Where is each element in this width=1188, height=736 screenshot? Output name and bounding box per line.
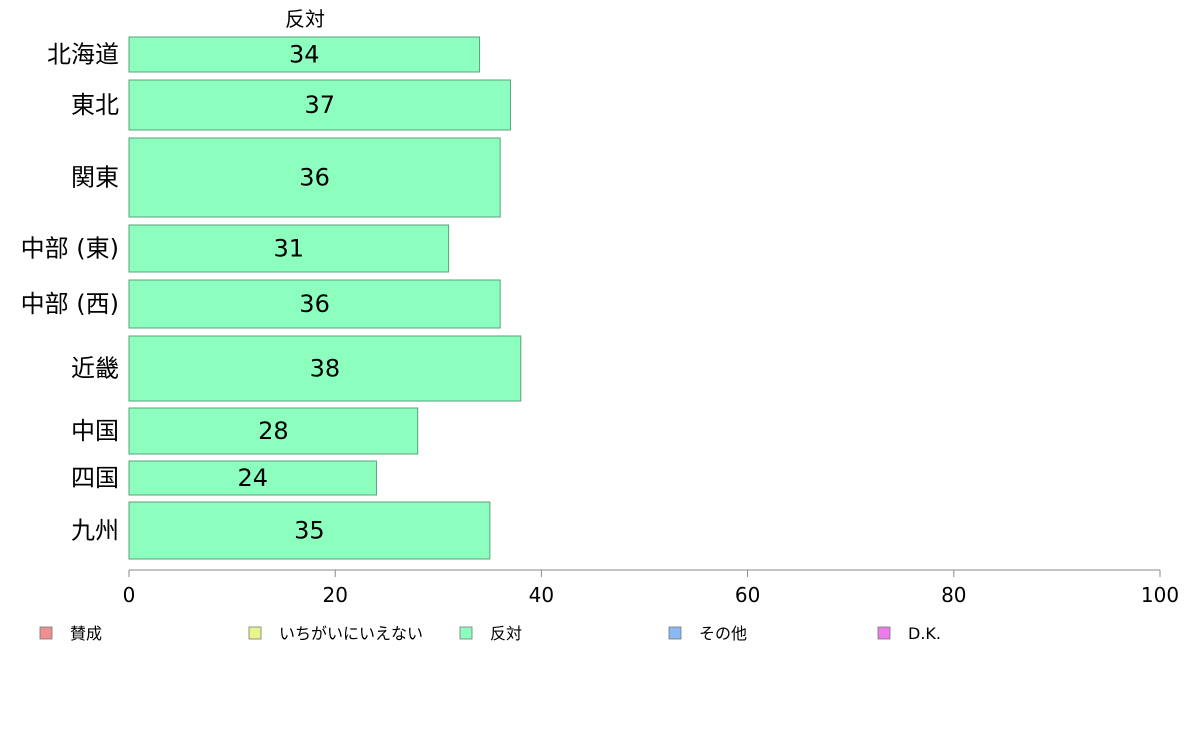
x-axis: 0 20 40 60 80 100 <box>123 569 1179 607</box>
value-label: 37 <box>304 91 335 119</box>
column-title: 反対 <box>285 7 325 31</box>
legend-swatch <box>248 626 262 640</box>
legend-label: その他 <box>699 624 747 643</box>
value-label: 36 <box>299 290 330 318</box>
bar <box>128 501 491 560</box>
x-tick-label: 100 <box>1141 583 1179 607</box>
category-label: 四国 <box>71 464 119 492</box>
x-tick-label: 40 <box>529 583 554 607</box>
legend-label: 反対 <box>490 624 522 643</box>
bar <box>128 460 377 496</box>
x-tick-label: 60 <box>735 583 760 607</box>
bar <box>128 407 419 455</box>
bar <box>128 279 501 329</box>
bar <box>128 335 522 402</box>
bar <box>128 224 450 273</box>
value-label: 35 <box>294 517 325 545</box>
bar <box>128 79 511 131</box>
legend-label: 賛成 <box>70 624 102 643</box>
legend-swatch <box>39 626 53 640</box>
bar <box>128 36 481 73</box>
x-tick-label: 20 <box>322 583 347 607</box>
category-label: 中部 (西) <box>21 290 119 318</box>
value-label: 36 <box>299 164 330 192</box>
legend: 賛成 いちがいにいえない 反対 その他 D.K. <box>39 624 941 643</box>
value-label: 31 <box>274 235 305 263</box>
legend-swatch <box>459 626 473 640</box>
category-label: 近畿 <box>71 355 119 383</box>
category-label: 東北 <box>71 91 119 119</box>
category-label: 九州 <box>71 517 119 545</box>
bars-group: 北海道 34 東北 37 関東 36 中部 (東) 31 中部 (西) 36 近畿 38 中国 28 四国 2… <box>21 36 522 560</box>
x-tick-label: 80 <box>941 583 966 607</box>
category-label: 関東 <box>71 164 119 192</box>
category-label: 中部 (東) <box>21 235 119 263</box>
bar <box>128 137 501 218</box>
legend-label: いちがいにいえない <box>279 624 423 643</box>
category-label: 北海道 <box>47 41 119 69</box>
value-label: 34 <box>289 41 320 69</box>
legend-swatch <box>877 626 891 640</box>
value-label: 24 <box>237 464 268 492</box>
legend-swatch <box>668 626 682 640</box>
value-label: 38 <box>310 355 341 383</box>
legend-label: D.K. <box>908 624 941 643</box>
value-label: 28 <box>258 417 289 445</box>
x-tick-label: 0 <box>123 583 136 607</box>
category-label: 中国 <box>71 417 119 445</box>
